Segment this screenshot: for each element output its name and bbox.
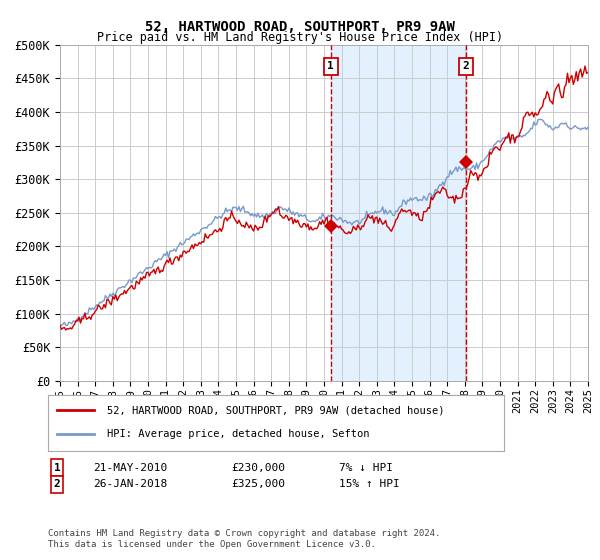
Text: 52, HARTWOOD ROAD, SOUTHPORT, PR9 9AW (detached house): 52, HARTWOOD ROAD, SOUTHPORT, PR9 9AW (d… [107,405,445,416]
Text: 2: 2 [463,61,469,71]
Text: 52, HARTWOOD ROAD, SOUTHPORT, PR9 9AW: 52, HARTWOOD ROAD, SOUTHPORT, PR9 9AW [145,20,455,34]
Text: Price paid vs. HM Land Registry's House Price Index (HPI): Price paid vs. HM Land Registry's House … [97,31,503,44]
Text: 15% ↑ HPI: 15% ↑ HPI [339,479,400,489]
Text: 1: 1 [53,463,61,473]
Text: 2: 2 [53,479,61,489]
Bar [331,45,466,381]
Text: HPI: Average price, detached house, Sefton: HPI: Average price, detached house, Seft… [107,429,370,439]
Text: 21-MAY-2010: 21-MAY-2010 [93,463,167,473]
Text: 1: 1 [328,61,334,71]
Text: £230,000: £230,000 [231,463,285,473]
Text: 26-JAN-2018: 26-JAN-2018 [93,479,167,489]
Text: £325,000: £325,000 [231,479,285,489]
Text: Contains HM Land Registry data © Crown copyright and database right 2024.
This d: Contains HM Land Registry data © Crown c… [48,529,440,549]
Text: 7% ↓ HPI: 7% ↓ HPI [339,463,393,473]
